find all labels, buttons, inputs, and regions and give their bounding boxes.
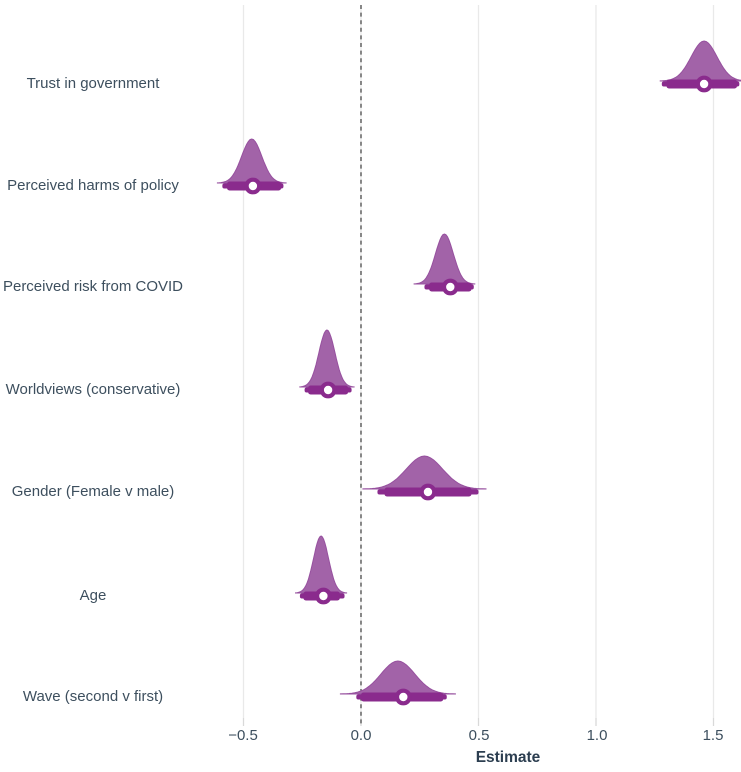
row-label-age: Age [79,587,107,604]
row-label-wave: Wave (second v first) [22,688,164,705]
point-estimate [244,177,262,195]
density-slab [659,40,741,82]
point-estimate [319,381,337,399]
row-label-worldviews-conservative: Worldviews (conservative) [5,381,181,398]
point-estimate [695,75,713,93]
x-tick-label-1-0: 1.0 [586,727,608,744]
row-label-perceived-risk-covid: Perceived risk from COVID [2,278,184,295]
density-slab [295,535,348,594]
point-estimate [315,587,332,605]
point-estimate [441,278,459,296]
x-axis-title: Estimate [475,749,541,766]
x-tick-label-0-5: 0.5 [468,727,490,744]
point-estimate [394,688,412,706]
x-tick-label-0-0: 0.0 [350,727,372,744]
row-label-trust-in-government: Trust in government [26,75,160,92]
density-slab [216,138,287,184]
x-tick-label-1-5: 1.5 [702,727,724,744]
x-tick-label-neg-0-5: −0.5 [228,727,258,744]
density-slab [339,660,456,695]
density-slab [299,329,355,388]
point-estimate [419,483,437,501]
density-slab [362,455,487,490]
row-label-gender: Gender (Female v male) [11,483,175,500]
density-slab [413,233,476,285]
row-label-perceived-harms: Perceived harms of policy [7,177,179,194]
